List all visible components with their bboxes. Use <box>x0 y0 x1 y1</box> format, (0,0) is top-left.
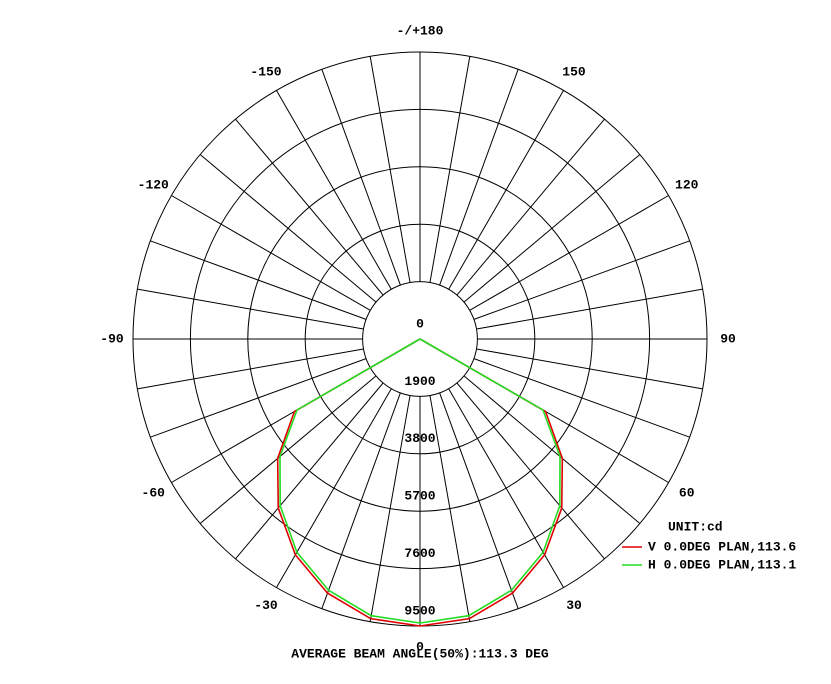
angle-tick-label: 120 <box>675 177 699 192</box>
ring <box>189 108 651 570</box>
r-tick-label: 0 <box>416 316 424 331</box>
angle-tick-label: -90 <box>100 331 124 346</box>
footer: AVERAGE BEAM ANGLE(50%):113.3 DEG <box>291 646 549 661</box>
r-tick-label: 1900 <box>404 374 435 389</box>
r-tick-label: 9500 <box>404 603 435 618</box>
ring <box>247 166 593 512</box>
angle-tick-label: 0 <box>416 639 424 654</box>
curve <box>276 338 564 627</box>
angle-tick-label: 60 <box>679 485 695 500</box>
angle-tick-label: -30 <box>254 598 278 613</box>
r-tick-label: 7600 <box>404 546 435 561</box>
curve <box>279 338 561 624</box>
legend-label: V 0.0DEG PLAN,113.6 <box>648 539 796 554</box>
r-tick-label: 5700 <box>404 489 435 504</box>
legend-label: H 0.0DEG PLAN,113.1 <box>648 557 796 572</box>
unit-label: UNIT:cd <box>668 519 723 534</box>
angle-tick-label: 90 <box>720 331 736 346</box>
angle-tick-label: -150 <box>250 65 281 80</box>
angle-tick-label: -/+180 <box>397 23 444 38</box>
ring <box>304 223 536 455</box>
ring <box>362 281 478 397</box>
r-tick-label: 3800 <box>404 431 435 446</box>
angle-tick-label: 150 <box>562 65 586 80</box>
angle-tick-label: 30 <box>566 598 582 613</box>
angle-tick-label: -60 <box>142 485 166 500</box>
angle-tick-label: -120 <box>138 177 169 192</box>
